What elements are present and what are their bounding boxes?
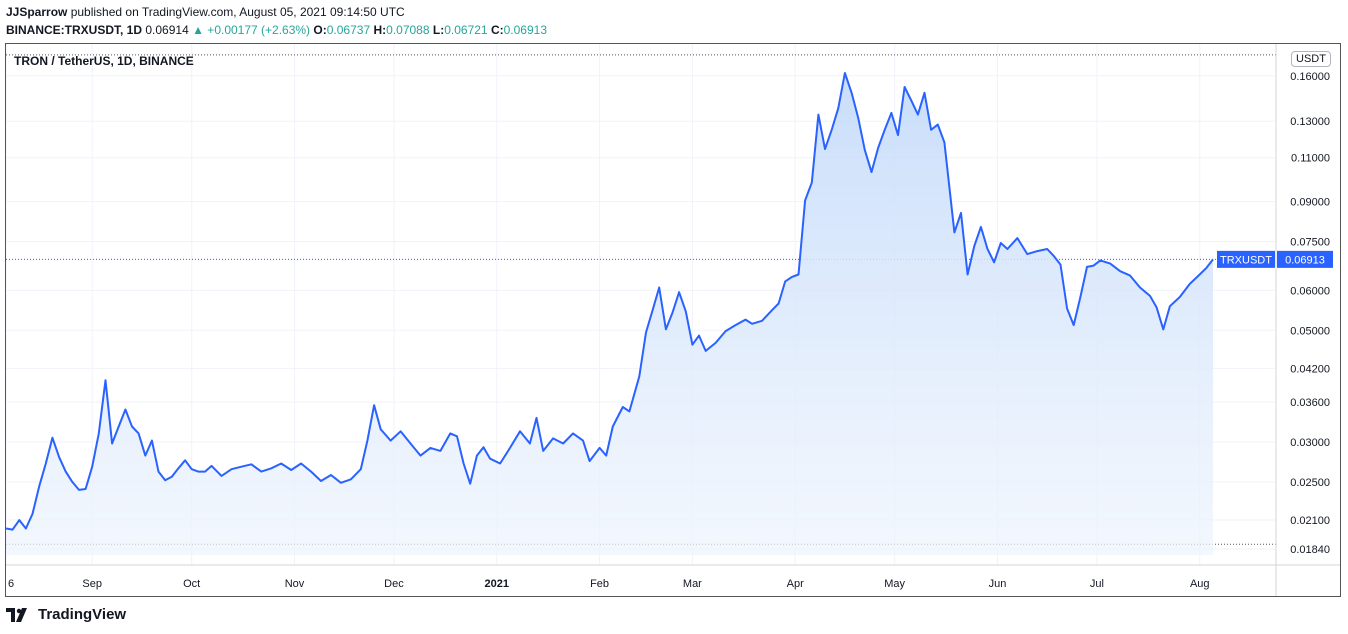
close-label: C:	[490, 23, 504, 37]
tag-symbol: TRXUSDT	[1220, 254, 1272, 266]
tag-symbol-bg	[1217, 250, 1275, 268]
dotted-levels	[6, 54, 1276, 545]
y-tick-label: 0.02100	[1290, 515, 1330, 527]
y-tick-label: 0.07500	[1290, 237, 1330, 249]
tag-value-bg	[1277, 250, 1333, 268]
y-tick-label: 0.16000	[1290, 71, 1330, 83]
publish-info: JJSparrow published on TradingView.com, …	[6, 5, 405, 19]
low-label: L:	[432, 23, 445, 37]
high-value: 0.07088	[386, 23, 430, 37]
x-tick-label: Oct	[183, 578, 200, 590]
y-tick-label: 0.11000	[1291, 153, 1330, 165]
footer-brand[interactable]: TradingView	[6, 606, 126, 623]
chart-legend-title[interactable]: TRON / TetherUS, 1D, BINANCE	[14, 54, 194, 68]
y-tick-label: 0.13000	[1290, 116, 1330, 128]
y-tick-label: 0.02500	[1290, 477, 1330, 489]
x-tick-label: Dec	[384, 578, 404, 590]
x-tick-label: Nov	[285, 578, 305, 590]
last-price: 0.06914	[145, 23, 189, 37]
price-change: ▲ +0.00177 (+2.63%)	[192, 23, 311, 37]
x-tick-label: Feb	[590, 578, 609, 590]
symbol-label: BINANCE:TRXUSDT, 1D	[6, 23, 143, 37]
open-label: O:	[313, 23, 327, 37]
y-tick-label: 0.06000	[1290, 285, 1330, 297]
price-axis: 0.01840 0.02100 0.02500 0.03000 0.03600 0.042…	[1290, 71, 1330, 556]
open-value: 0.06737	[326, 23, 371, 37]
x-tick-label: 2021	[485, 578, 509, 590]
time-axis: 6 Sep Oct Nov Dec 2021 Feb Mar Apr May Jun Jul Aug	[8, 578, 1210, 590]
y-tick-label: 0.05000	[1290, 325, 1330, 337]
tag-value: 0.06913	[1285, 254, 1325, 266]
x-tick-label: Jul	[1090, 578, 1104, 590]
y-tick-label: 0.04200	[1290, 363, 1330, 375]
x-tick-label: Aug	[1190, 578, 1210, 590]
currency-unit-badge[interactable]: USDT	[1291, 51, 1331, 67]
y-tick-label: 0.03600	[1290, 397, 1330, 409]
footer-brand-text: TradingView	[38, 606, 127, 623]
y-tick-label: 0.01840	[1290, 544, 1330, 556]
x-tick-label: Apr	[787, 578, 804, 590]
x-tick-label: 6	[8, 578, 14, 590]
close-value: 0.06913	[503, 23, 548, 37]
price-line	[6, 72, 1214, 531]
y-tick-label: 0.09000	[1290, 197, 1330, 209]
ohlc-header: BINANCE:TRXUSDT, 1D 0.06914 ▲ +0.00177 (…	[6, 23, 547, 37]
low-value: 0.06721	[444, 23, 488, 37]
price-chart[interactable]: 0.01840 0.02100 0.02500 0.03000 0.03600 0.042…	[6, 44, 1340, 596]
y-tick-label: 0.03000	[1290, 437, 1330, 449]
tradingview-logo-icon	[6, 607, 27, 622]
author-name[interactable]: JJSparrow	[6, 5, 68, 19]
publish-date: published on TradingView.com, August 05,…	[67, 5, 405, 19]
high-label: H:	[373, 23, 387, 37]
x-tick-label: May	[884, 578, 905, 590]
price-area	[6, 73, 1213, 555]
last-price-tag: TRXUSDT 0.06913	[1217, 250, 1333, 268]
x-tick-label: Sep	[82, 578, 102, 590]
x-tick-label: Jun	[989, 578, 1007, 590]
x-tick-label: Mar	[683, 578, 702, 590]
